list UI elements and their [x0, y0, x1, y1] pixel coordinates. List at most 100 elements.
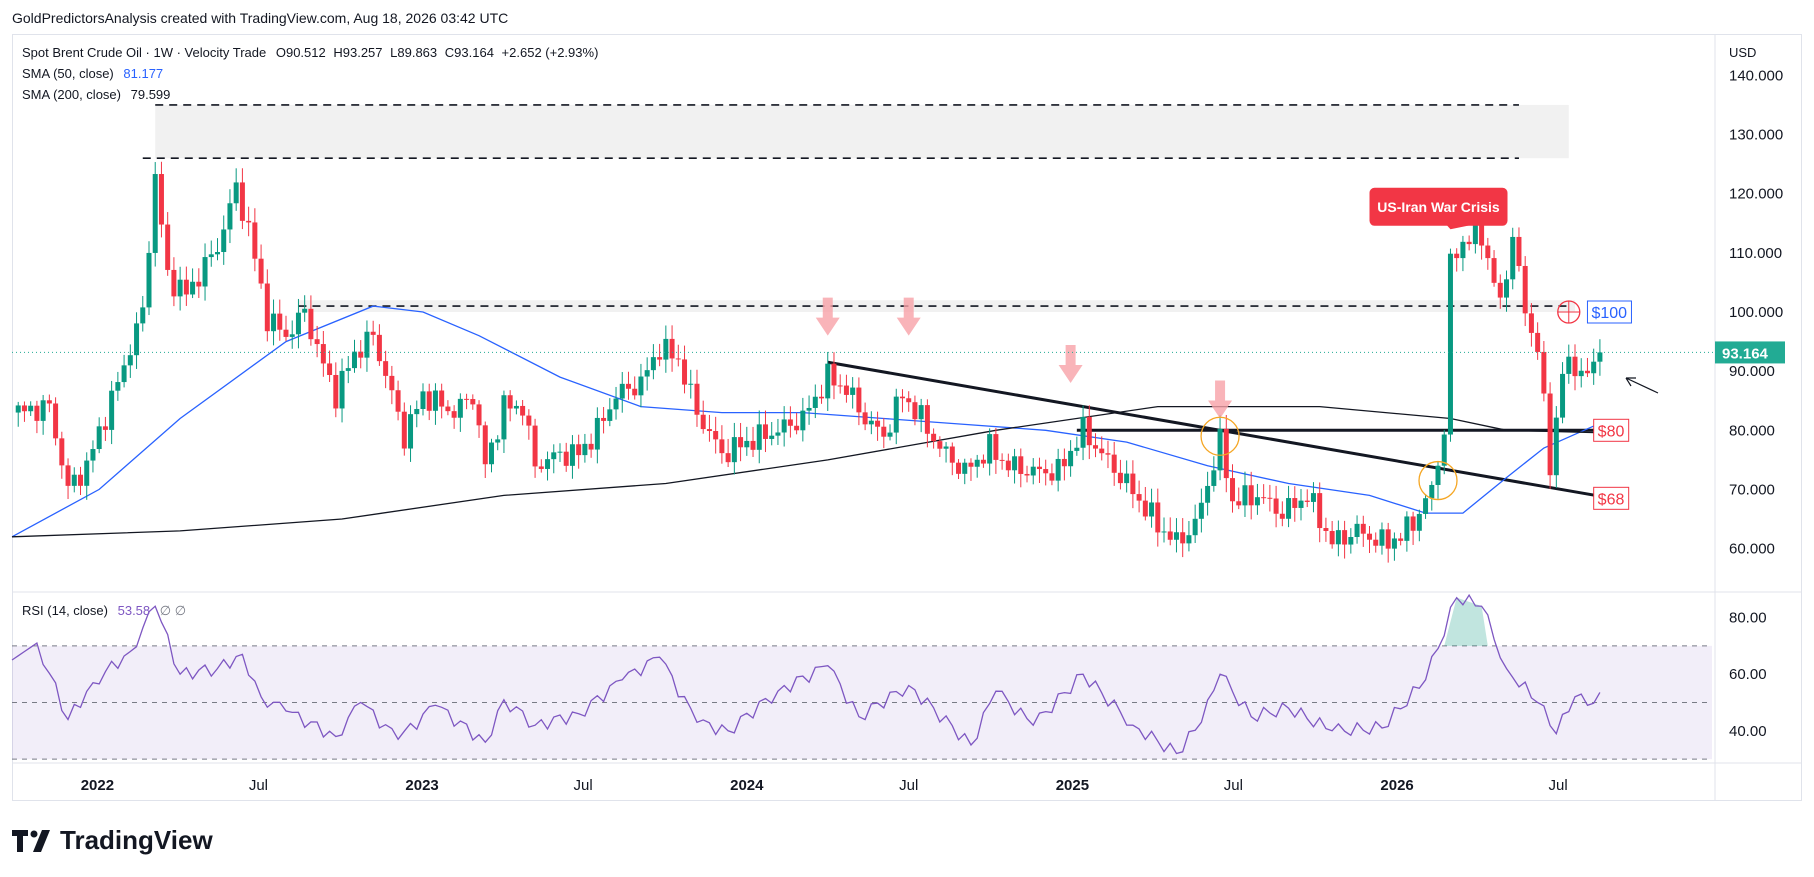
candle-body: [314, 339, 320, 345]
candle-body: [682, 359, 688, 385]
candle-body: [1360, 523, 1366, 534]
candle-body: [806, 407, 812, 411]
candle-body: [1024, 473, 1030, 476]
candle-body: [831, 363, 837, 386]
candle-body: [594, 417, 600, 450]
candle-body: [158, 174, 164, 225]
candle-body: [102, 426, 108, 430]
highlight-circle: [1200, 416, 1240, 456]
candle-body: [165, 224, 171, 270]
candle-body: [59, 438, 65, 466]
candle-body: [750, 440, 756, 450]
highlight-circle: [1418, 460, 1458, 501]
candle-body: [420, 391, 426, 409]
candle-body: [650, 357, 656, 371]
candle-body: [1099, 448, 1105, 454]
candle-body: [1416, 513, 1422, 531]
candle-body: [277, 313, 283, 330]
candle-body: [84, 460, 90, 486]
candle-body: [800, 410, 806, 431]
candle-body: [1298, 500, 1304, 508]
candle-body: [1342, 530, 1348, 545]
candle-body: [1198, 502, 1204, 519]
candle-body: [520, 405, 526, 416]
candle-body: [949, 446, 955, 463]
candle-body: [1566, 356, 1572, 374]
candle-body: [1036, 466, 1042, 470]
candle-body: [1061, 458, 1067, 467]
candle-body: [1591, 361, 1597, 374]
candle-body: [1404, 516, 1410, 541]
candle-body: [1398, 538, 1404, 541]
candle-body: [887, 432, 893, 437]
candle-body: [1254, 497, 1260, 506]
candle-body: [875, 420, 881, 427]
candle-body: [912, 402, 918, 420]
sma50-line: [11, 305, 1601, 538]
candle-body: [1068, 450, 1074, 467]
candle-body: [389, 375, 395, 391]
candle-body: [1230, 478, 1236, 502]
ohlc-open: 90.512: [285, 45, 326, 60]
candle-body: [1279, 513, 1285, 519]
candle-body: [700, 414, 706, 430]
candle-body: [576, 444, 582, 456]
candle-body: [1423, 498, 1429, 514]
candle-body: [1223, 428, 1229, 479]
ohlc-high: 93.257: [342, 45, 383, 60]
candle-body: [252, 222, 258, 259]
candle-body: [246, 220, 252, 223]
candle-body: [1080, 416, 1086, 448]
candle-body: [239, 182, 245, 221]
candle-body: [470, 399, 476, 405]
symbol-name[interactable]: Spot Brent Crude Oil · 1W · Velocity Tra…: [22, 45, 267, 60]
candle-body: [837, 385, 843, 387]
candle-body: [1329, 530, 1335, 545]
last-price-tag: [1715, 341, 1785, 364]
candle-body: [445, 406, 451, 412]
candle-body: [545, 459, 551, 469]
rsi-legend[interactable]: RSI (14, close) 53.58 ∅ ∅: [22, 603, 186, 619]
candle-body: [339, 370, 345, 409]
sma200-label: SMA (200, close): [22, 87, 121, 102]
candle-body: [214, 252, 220, 255]
candle-body: [974, 459, 980, 467]
candle-body: [893, 396, 899, 433]
candle-body: [719, 439, 725, 454]
candle-body: [625, 383, 631, 389]
rsi-overbought-fill: [1444, 597, 1488, 646]
sma50-legend[interactable]: SMA (50, close) 81.177: [22, 66, 163, 81]
price-tick-label: 130.000: [1729, 127, 1783, 144]
candle-body: [171, 269, 177, 297]
candle-body: [1304, 500, 1310, 502]
time-tick-label: 2023: [405, 777, 438, 794]
candle-body: [738, 437, 744, 448]
time-tick-label: 2026: [1380, 777, 1413, 794]
time-tick-label: Jul: [899, 777, 918, 794]
candle-body: [383, 361, 389, 376]
tradingview-logo[interactable]: TradingView: [12, 825, 213, 856]
candle-body: [196, 281, 202, 287]
rsi-label: RSI (14, close): [22, 603, 108, 618]
candle-body: [632, 388, 638, 396]
candle-body: [924, 405, 930, 434]
price-tick-label: 80.000: [1729, 422, 1775, 439]
sma200-legend[interactable]: SMA (200, close) 79.599: [22, 87, 170, 102]
candle-body: [563, 451, 569, 466]
candle-body: [1117, 472, 1123, 484]
crisis-callout-label: US-Iran War Crisis: [1377, 199, 1500, 215]
candle-body: [1149, 502, 1155, 517]
candle-body: [1012, 456, 1018, 471]
candle-body: [775, 432, 781, 436]
candle-body: [1074, 447, 1080, 451]
candle-body: [1093, 445, 1099, 449]
candle-body: [121, 365, 127, 383]
candle-body: [769, 435, 775, 439]
time-tick-label: Jul: [1224, 777, 1243, 794]
candle-body: [1497, 282, 1503, 298]
currency-label[interactable]: USD: [1729, 45, 1757, 60]
candle-body: [302, 308, 308, 313]
candle-body: [1597, 352, 1603, 362]
ohlc-l-label: L: [390, 45, 398, 60]
